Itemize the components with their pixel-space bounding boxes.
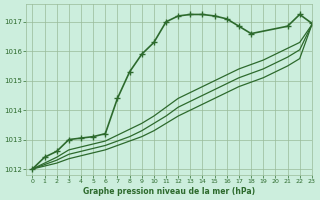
X-axis label: Graphe pression niveau de la mer (hPa): Graphe pression niveau de la mer (hPa) — [83, 187, 255, 196]
